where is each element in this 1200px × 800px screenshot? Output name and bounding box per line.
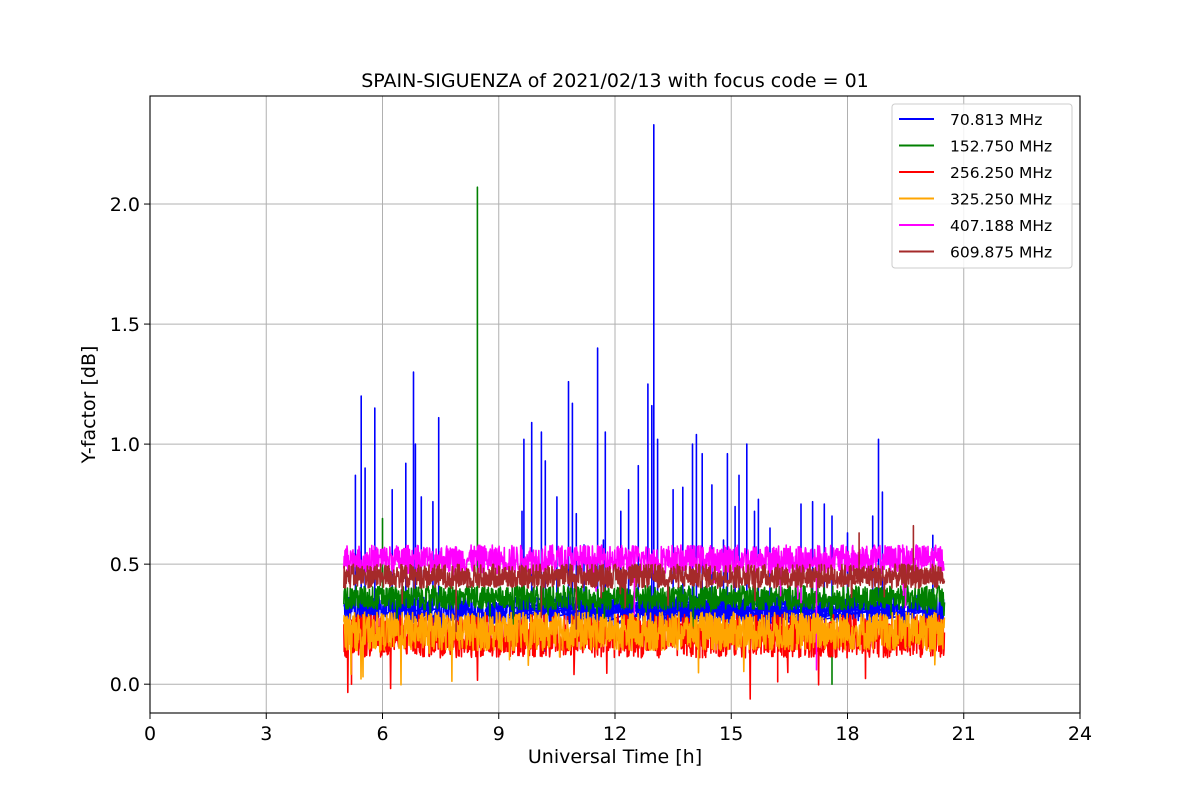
legend-entry: 609.875 MHz [950,244,1052,262]
x-axis-label: Universal Time [h] [528,746,702,768]
legend: 70.813 MHz 152.750 MHz 256.250 MHz 325.250 … [891,103,1073,269]
x-tick-label: 15 [719,723,743,745]
series-line [343,186,946,685]
legend-entry: 256.250 MHz [950,164,1052,182]
y-tick-label: 1.5 [110,314,140,336]
x-tick-label: 21 [952,723,976,745]
x-tick-label: 0 [144,723,156,745]
x-tick-label: 12 [603,723,627,745]
y-tick-label: 0.5 [110,554,140,576]
x-tick-label: 24 [1068,723,1092,745]
y-tick-label: 0.0 [110,674,140,696]
series-lines [343,124,946,700]
series-line [343,611,946,686]
y-axis-label: Y-factor [dB] [78,346,100,465]
x-tick-label: 18 [835,723,859,745]
legend-entry: 152.750 MHz [950,138,1052,156]
axis-ticks: 0 3 6 9 12 15 18 21 24 0.0 0.5 1.0 1.5 2.0 [110,194,1092,745]
x-tick-label: 3 [260,723,272,745]
legend-entry: 325.250 MHz [950,191,1052,209]
x-tick-label: 9 [493,723,505,745]
legend-entry: 70.813 MHz [950,111,1042,129]
x-tick-label: 6 [376,723,388,745]
y-tick-label: 1.0 [110,434,140,456]
legend-entry: 407.188 MHz [950,217,1052,235]
legend-box [891,103,1073,269]
y-tick-label: 2.0 [110,194,140,216]
series-line [343,524,946,633]
chart-title: SPAIN-SIGUENZA of 2021/02/13 with focus … [361,70,869,92]
